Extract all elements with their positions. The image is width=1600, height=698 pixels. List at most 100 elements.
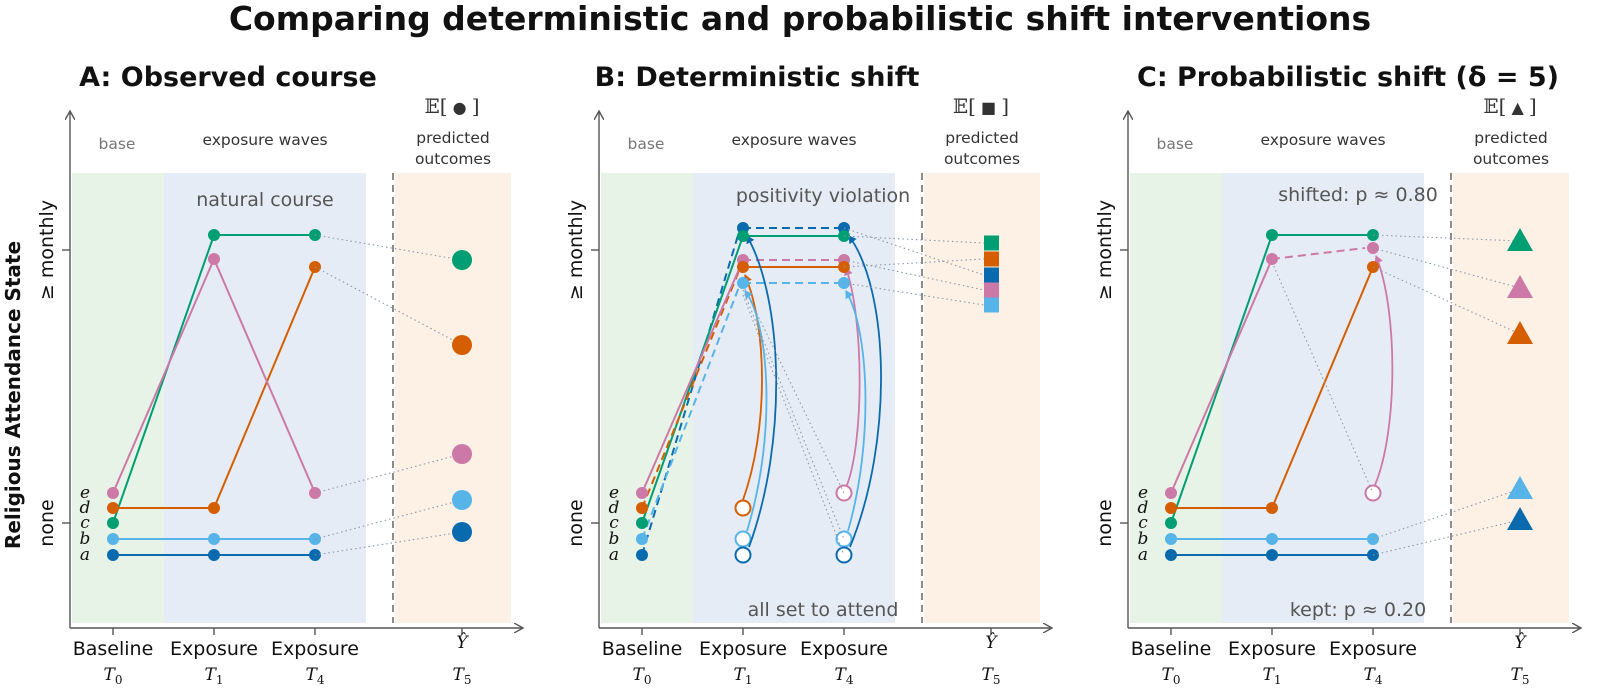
individual-label-c: c bbox=[1138, 513, 1148, 533]
outcome-triangle-a bbox=[1507, 507, 1533, 530]
outcome-label-line2: outcomes bbox=[415, 150, 491, 168]
point-d bbox=[1266, 502, 1278, 514]
point-c bbox=[107, 517, 119, 529]
base-zone bbox=[72, 173, 164, 623]
time-symbol: T bbox=[453, 665, 466, 685]
individual-label-d: d bbox=[1138, 498, 1149, 518]
time-subscript: 5 bbox=[1522, 673, 1530, 687]
x-tick-label: Baseline bbox=[602, 638, 683, 660]
x-tick-label: Exposure bbox=[1228, 638, 1316, 660]
outcome-circle-a bbox=[452, 522, 472, 542]
expectation-close: ] bbox=[472, 94, 480, 118]
natural-ring-a bbox=[835, 546, 853, 564]
natural-ring-a bbox=[734, 546, 752, 564]
x-tick-time: T4 bbox=[1364, 665, 1383, 687]
path-b-t1 bbox=[641, 286, 740, 540]
time-subscript: 4 bbox=[1375, 673, 1383, 687]
time-subscript: 1 bbox=[745, 673, 753, 687]
point-a bbox=[1165, 549, 1177, 561]
individual-label-a: a bbox=[1138, 545, 1148, 565]
natural-ring-d bbox=[734, 499, 752, 517]
x-tick-time: T5 bbox=[1511, 665, 1530, 687]
point-a bbox=[1266, 549, 1278, 561]
x-tick-label: Exposure bbox=[699, 638, 787, 660]
time-symbol: T bbox=[1263, 665, 1276, 685]
x-tick-label: Exposure bbox=[271, 638, 359, 660]
x-tick-time: T1 bbox=[734, 665, 753, 687]
link-e bbox=[1372, 247, 1521, 289]
square-glyph: ■ bbox=[976, 98, 1001, 117]
y-tick-label-none: none bbox=[1094, 499, 1116, 546]
x-tick-time: T0 bbox=[104, 665, 123, 687]
point-e bbox=[107, 487, 119, 499]
x-tick-label: Baseline bbox=[73, 638, 154, 660]
outcome-triangle-d bbox=[1507, 321, 1533, 344]
y-axis-label: Religious Attendance State bbox=[1, 241, 25, 549]
point-e bbox=[1266, 253, 1278, 265]
shift-arrow-a-t4 bbox=[848, 235, 882, 548]
y-tick-label-none: none bbox=[565, 499, 587, 546]
baseline-point-e bbox=[636, 487, 648, 499]
point-b bbox=[1165, 533, 1177, 545]
outcome-square-b bbox=[984, 297, 999, 313]
link-e bbox=[843, 259, 985, 291]
point-c bbox=[1266, 229, 1278, 241]
point-b bbox=[1266, 533, 1278, 545]
point-b bbox=[208, 533, 220, 545]
x-tick-label: Exposure bbox=[170, 638, 258, 660]
link-b bbox=[1372, 488, 1521, 540]
time-symbol: T bbox=[1162, 665, 1175, 685]
point-a bbox=[107, 549, 119, 561]
path-a-t1 bbox=[641, 231, 740, 556]
annotation-shifted: shifted: p ≈ 0.80 bbox=[1278, 184, 1438, 206]
triangle-glyph: ▲ bbox=[1506, 98, 1528, 117]
base-zone bbox=[601, 173, 693, 623]
y-hat-label: Ŷ bbox=[985, 632, 998, 653]
shift-arrow-e-t4 bbox=[1374, 255, 1394, 486]
individual-label-e: e bbox=[1138, 483, 1148, 503]
path-e-t1 bbox=[641, 259, 744, 494]
ghost-link bbox=[742, 294, 845, 556]
link-d bbox=[843, 258, 985, 268]
outcome-label-line2: outcomes bbox=[1473, 150, 1549, 168]
outcome-label-line2: outcomes bbox=[944, 150, 1020, 168]
expectation-open: 𝔼[ bbox=[953, 94, 976, 118]
individual-label-a: a bbox=[80, 545, 90, 565]
time-symbol: T bbox=[734, 665, 747, 685]
time-symbol: T bbox=[104, 665, 117, 685]
panel-c: ≥ monthly none C: Probabilistic shift (δ =… bbox=[1094, 62, 1580, 687]
link-b bbox=[843, 282, 985, 306]
individual-label-d: d bbox=[80, 498, 91, 518]
time-symbol: T bbox=[306, 665, 319, 685]
individual-label-a: a bbox=[609, 545, 619, 565]
zone-label-exposure: exposure waves bbox=[1260, 131, 1385, 149]
outcome-symbol-label: 𝔼[ ▲ ] bbox=[1483, 94, 1536, 118]
time-subscript: 4 bbox=[846, 673, 854, 687]
time-subscript: 1 bbox=[216, 673, 224, 687]
time-symbol: T bbox=[1364, 665, 1377, 685]
zone-label-base: base bbox=[99, 135, 136, 153]
panel-title: C: Probabilistic shift (δ = 5) bbox=[1137, 62, 1559, 93]
point-d bbox=[107, 502, 119, 514]
outcome-symbol-label: 𝔼[ ● ] bbox=[425, 94, 480, 118]
point-e bbox=[1165, 487, 1177, 499]
baseline-point-d bbox=[636, 502, 648, 514]
annotation-kept: kept: p ≈ 0.20 bbox=[1290, 599, 1426, 621]
time-symbol: T bbox=[1511, 665, 1524, 685]
x-tick-label: Exposure bbox=[1329, 638, 1417, 660]
panel-title: B: Deterministic shift bbox=[595, 62, 920, 93]
individual-label-c: c bbox=[80, 513, 90, 533]
individual-label-b: b bbox=[80, 529, 91, 549]
zone-label-exposure: exposure waves bbox=[202, 131, 327, 149]
baseline-point-c bbox=[636, 517, 648, 529]
point-a bbox=[208, 549, 220, 561]
outcome-triangle-c bbox=[1507, 228, 1533, 251]
shifted-point-d-t1 bbox=[737, 261, 749, 273]
y-hat-label: Ŷ bbox=[456, 632, 469, 653]
zone-label-base: base bbox=[628, 135, 665, 153]
link-c bbox=[843, 235, 985, 244]
link-c bbox=[1372, 234, 1521, 242]
expectation-open: 𝔼[ bbox=[1483, 94, 1506, 118]
outcome-zone bbox=[924, 173, 1040, 623]
